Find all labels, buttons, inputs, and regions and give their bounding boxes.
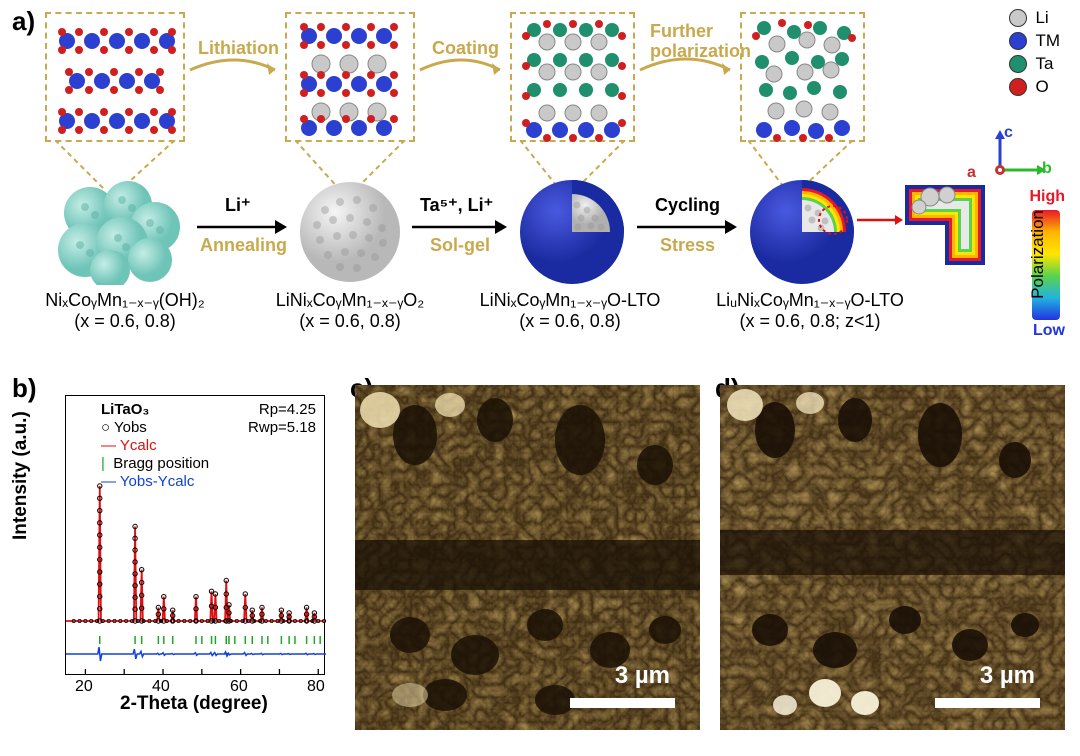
crystal-box-2 bbox=[285, 12, 415, 142]
crystal-axes-icon bbox=[980, 130, 1050, 185]
formula-4-sub: (x = 0.6, 0.8; z<1) bbox=[739, 311, 880, 331]
legend-row: TM bbox=[1009, 31, 1060, 51]
colorbar-low-label: Low bbox=[1033, 322, 1065, 340]
atom-legend: Li TM Ta O bbox=[1009, 5, 1060, 100]
xrd-xlabel: 2-Theta (degree) bbox=[120, 693, 268, 715]
axis-c-label: c bbox=[1004, 124, 1013, 142]
xrd-xtick: 60 bbox=[230, 678, 248, 696]
formula-4: LiᵤNiₓCoᵧMn₁₋ₓ₋ᵧO-LTO(x = 0.6, 0.8; z<1) bbox=[690, 290, 930, 332]
xrd-legend-yobs: ○ Yobs bbox=[101, 419, 147, 436]
legend-dot-o-icon bbox=[1009, 78, 1027, 96]
legend-row: Li bbox=[1009, 8, 1060, 28]
xrd-rp: Rp=4.25 bbox=[259, 401, 316, 418]
crystal-box-4 bbox=[740, 12, 865, 142]
polarization-inset-icon bbox=[905, 185, 985, 265]
step-polarization-label: Further polarization bbox=[650, 22, 751, 62]
crystal-structure-2-icon bbox=[287, 14, 417, 144]
formula-3: LiNiₓCoᵧMn₁₋ₓ₋ᵧO-LTO(x = 0.6, 0.8) bbox=[460, 290, 680, 332]
formula-3-main: LiNiₓCoᵧMn₁₋ₓ₋ᵧO-LTO bbox=[480, 290, 661, 310]
cycled-particle bbox=[745, 180, 860, 285]
colorbar-high-label: High bbox=[1029, 188, 1065, 206]
scalebar-d-label: 3 µm bbox=[980, 662, 1035, 690]
xrd-rwp: Rwp=5.18 bbox=[248, 419, 316, 436]
formula-4-main: LiᵤNiₓCoᵧMn₁₋ₓ₋ᵧO-LTO bbox=[716, 290, 904, 310]
process-bot-1: Annealing bbox=[200, 235, 287, 256]
crystal-structure-4-icon bbox=[742, 14, 867, 144]
panel-c-micrograph: 3 µm bbox=[355, 385, 700, 730]
xrd-legend-diff: — Yobs-Ycalc bbox=[101, 473, 194, 490]
process-bot-3: Stress bbox=[660, 235, 715, 256]
xrd-xtick: 80 bbox=[307, 678, 325, 696]
scalebar-d-icon bbox=[935, 698, 1040, 708]
lithiated-particle-icon bbox=[295, 180, 405, 285]
legend-tm-label: TM bbox=[1035, 31, 1060, 51]
crystal-structure-3-icon bbox=[512, 14, 637, 144]
legend-dot-ta-icon bbox=[1009, 55, 1027, 73]
process-top-1: Li⁺ bbox=[225, 195, 251, 216]
xrd-xtick: 20 bbox=[75, 678, 93, 696]
crystal-box-3 bbox=[510, 12, 635, 142]
xrd-legend-bragg: | Bragg position bbox=[101, 455, 209, 472]
formula-2: LiNiₓCoᵧMn₁₋ₓ₋ᵧO₂(x = 0.6, 0.8) bbox=[240, 290, 460, 332]
step-coating-label: Coating bbox=[432, 38, 499, 59]
xrd-xtick: 40 bbox=[152, 678, 170, 696]
panel-d-micrograph: 3 µm bbox=[720, 385, 1065, 730]
polarization-inset bbox=[905, 185, 985, 265]
process-top-2: Ta⁵⁺, Li⁺ bbox=[420, 195, 493, 216]
formula-2-main: LiNiₓCoᵧMn₁₋ₓ₋ᵧO₂ bbox=[276, 290, 424, 310]
coated-particle bbox=[515, 180, 630, 285]
axis-b-label: b bbox=[1042, 160, 1052, 178]
process-top-3: Cycling bbox=[655, 195, 720, 216]
legend-row: Ta bbox=[1009, 54, 1060, 74]
legend-li-label: Li bbox=[1035, 8, 1048, 28]
lithiated-particle bbox=[295, 180, 405, 285]
legend-dot-tm-icon bbox=[1009, 32, 1027, 50]
scalebar-c-label: 3 µm bbox=[615, 662, 670, 690]
crystal-box-1 bbox=[45, 12, 185, 142]
process-bot-2: Sol-gel bbox=[430, 235, 490, 256]
xrd-legend-ycalc: — Ycalc bbox=[101, 437, 157, 454]
zoom-arrow-icon bbox=[855, 210, 905, 230]
formula-3-sub: (x = 0.6, 0.8) bbox=[519, 311, 621, 331]
axis-a-label: a bbox=[967, 164, 976, 182]
formula-1-sub: (x = 0.6, 0.8) bbox=[74, 311, 176, 331]
coated-particle-icon bbox=[515, 180, 630, 285]
legend-row: O bbox=[1009, 77, 1060, 97]
legend-o-label: O bbox=[1035, 77, 1048, 97]
scalebar-c-icon bbox=[570, 698, 675, 708]
panel-b-xrd: Intensity (a.u.) 2-Theta (degree) LiTaO₃… bbox=[10, 370, 330, 730]
precursor-particle bbox=[50, 175, 190, 285]
formula-2-sub: (x = 0.6, 0.8) bbox=[299, 311, 401, 331]
crystal-axes: a b c bbox=[980, 130, 1050, 190]
precursor-particle-icon bbox=[50, 175, 190, 285]
xrd-ylabel: Intensity (a.u.) bbox=[10, 411, 32, 540]
panel-a-schematic: Lithiation Coating Further polarization bbox=[0, 0, 1080, 350]
legend-ta-label: Ta bbox=[1035, 54, 1053, 74]
formula-1: NiₓCoᵧMn₁₋ₓ₋ᵧ(OH)₂(x = 0.6, 0.8) bbox=[15, 290, 235, 332]
formula-1-main: NiₓCoᵧMn₁₋ₓ₋ᵧ(OH)₂ bbox=[45, 290, 204, 310]
xrd-title: LiTaO₃ bbox=[101, 401, 149, 418]
xrd-plot-area: LiTaO₃ Rp=4.25 Rwp=5.18 ○ Yobs — Ycalc |… bbox=[65, 395, 325, 675]
colorbar-axis-label: Polarization bbox=[1028, 210, 1048, 299]
step-lithiation-label: Lithiation bbox=[198, 38, 279, 59]
crystal-structure-1-icon bbox=[47, 14, 187, 144]
cycled-particle-icon bbox=[745, 180, 860, 285]
legend-dot-li-icon bbox=[1009, 9, 1027, 27]
